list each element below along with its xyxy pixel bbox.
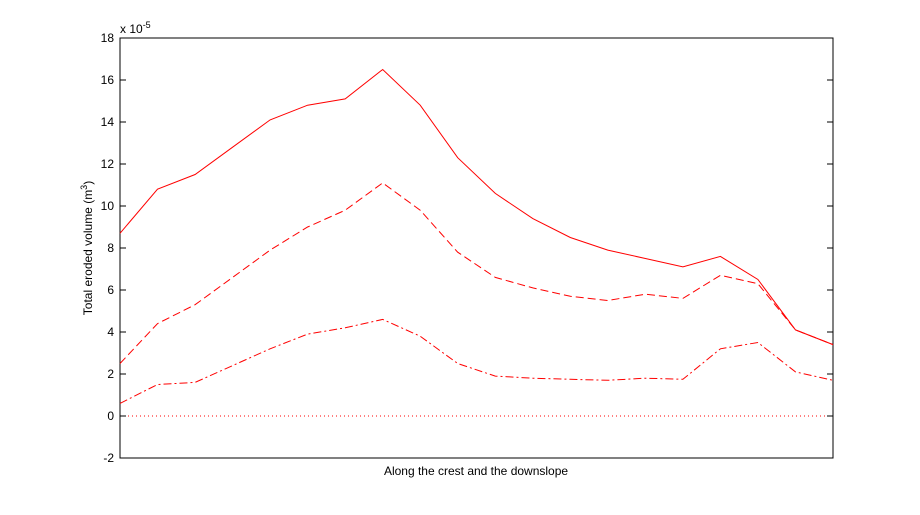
x-axis-label: Along the crest and the downslope xyxy=(384,464,568,478)
y-tick-label: 4 xyxy=(107,325,114,339)
y-tick-label: 10 xyxy=(101,199,115,213)
y-axis-label: Total eroded volume (m3) xyxy=(79,181,95,315)
y-exponent-power: -5 xyxy=(143,20,151,30)
y-tick-label: 6 xyxy=(107,283,114,297)
y-tick-label: 16 xyxy=(101,73,115,87)
y-axis-ticks: -2 0 2 4 6 8 10 12 14 16 18 xyxy=(101,31,833,465)
series-line-solid xyxy=(119,68,834,346)
y-axis-label-close: ) xyxy=(81,181,95,185)
y-tick-label: 12 xyxy=(101,157,115,171)
plot-area xyxy=(119,37,834,459)
y-exponent-prefix: x 10 xyxy=(120,22,143,36)
series-layer xyxy=(119,68,834,417)
y-tick-label: 18 xyxy=(101,31,115,45)
y-tick-label: -2 xyxy=(103,451,114,465)
y-tick-label: 14 xyxy=(101,115,115,129)
series-line-dashed xyxy=(119,182,834,364)
y-tick-label: 8 xyxy=(107,241,114,255)
y-exponent-label: x 10-5 xyxy=(120,20,151,36)
y-axis-label-main: Total eroded volume (m xyxy=(81,190,95,315)
y-axis-label-superscript: 3 xyxy=(79,185,89,190)
y-tick-label: 2 xyxy=(107,367,114,381)
y-tick-label: 0 xyxy=(107,409,114,423)
series-line-dashdot xyxy=(119,318,834,404)
